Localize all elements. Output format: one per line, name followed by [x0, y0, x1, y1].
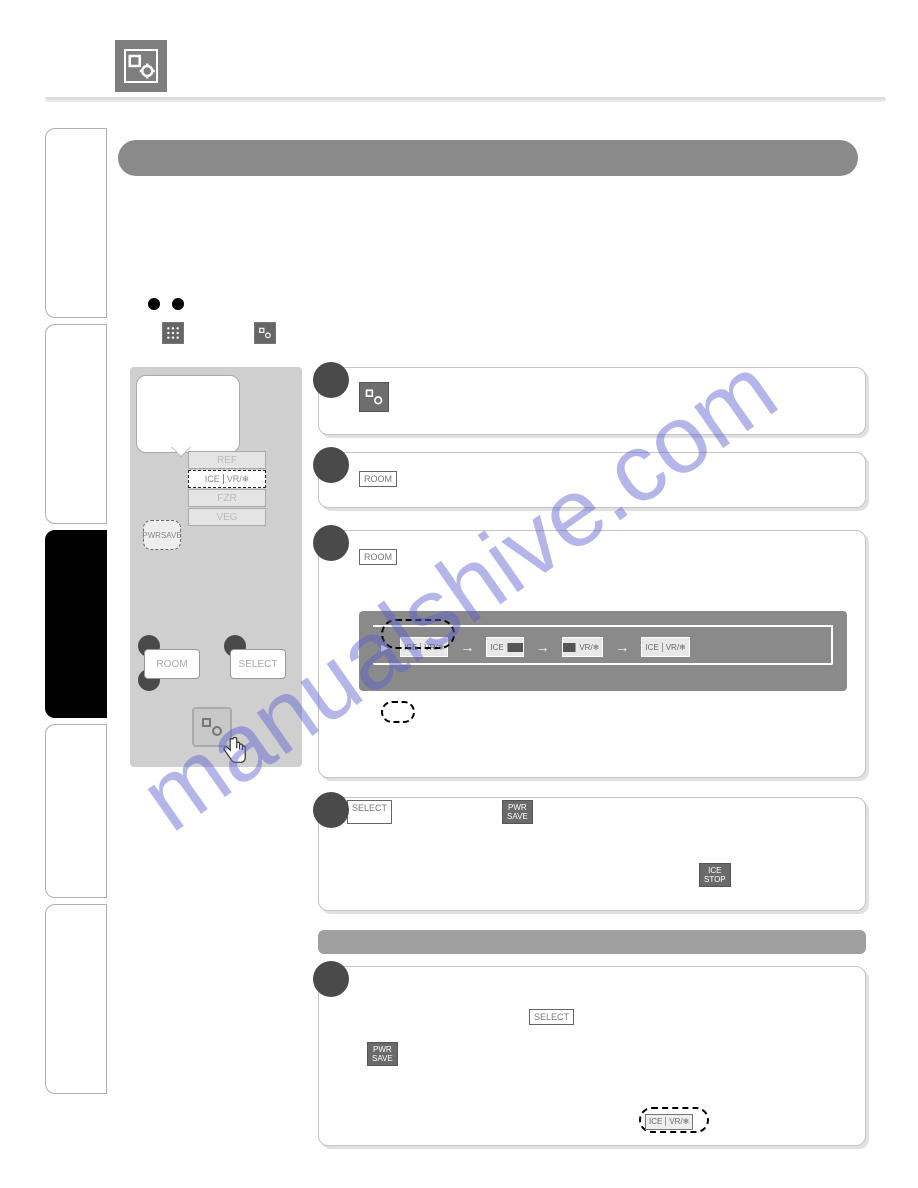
pwr-save-label: PWRSAVE	[502, 800, 533, 824]
settings-icon	[254, 322, 276, 344]
display-row-ice-vr: ICEVR/❄	[188, 470, 266, 488]
pwr-save-label: PWRSAVE	[367, 1042, 398, 1066]
room-label: ROOM	[359, 471, 397, 487]
section-title-bar	[118, 140, 858, 176]
flow-chip: ICEVR/❄	[641, 637, 689, 657]
step-number-dot	[313, 525, 349, 561]
step-number-dot	[313, 447, 349, 483]
side-tabs	[45, 128, 107, 1100]
select-button[interactable]: SELECT	[230, 649, 286, 679]
subsection-title-bar	[318, 930, 866, 954]
step-card-5: SELECT PWRSAVE ICEVR/❄	[318, 966, 866, 1146]
save-text: SAVE	[161, 531, 182, 540]
step-card-3: ROOM ▸ ICEVR/❄ → ICE → VR/❄ → ICEVR/❄	[318, 530, 866, 778]
side-tab-active	[45, 530, 107, 718]
room-label: ROOM	[359, 549, 397, 565]
step-card-4: SELECT PWRSAVE ICESTOP	[318, 797, 866, 911]
display-stack: REF ICEVR/❄ FZR VEG	[188, 451, 266, 527]
flow-chip: ICE	[486, 637, 523, 657]
bullet-icon	[148, 298, 160, 310]
step-card-2: ROOM	[318, 452, 866, 508]
side-tab	[45, 724, 107, 898]
ice-vr-chip: ICEVR/❄	[645, 1111, 693, 1130]
display-row-ref: REF	[188, 451, 266, 469]
speech-bubble	[136, 375, 240, 453]
flow-chip: VR/❄	[562, 637, 604, 657]
gear-icon	[124, 49, 158, 83]
room-button[interactable]: ROOM	[144, 649, 200, 679]
ice-stop-label: ICESTOP	[699, 863, 731, 887]
display-row-veg: VEG	[188, 508, 266, 526]
dashed-oval-highlight	[381, 701, 415, 723]
grid-icon	[162, 322, 184, 344]
arrow-icon: →	[460, 639, 474, 655]
dashed-oval-highlight	[381, 619, 455, 649]
header-divider	[45, 97, 886, 102]
step-number-dot	[313, 792, 349, 828]
hand-pointer-icon	[218, 735, 248, 774]
pwr-text: PWR	[142, 531, 161, 540]
select-label: SELECT	[347, 800, 392, 824]
header-settings-tile	[115, 40, 167, 92]
step-card-1	[318, 367, 866, 435]
step-number-dot	[313, 362, 349, 398]
select-label: SELECT	[529, 1009, 574, 1025]
side-tab	[45, 324, 107, 524]
control-panel-mock: REF ICEVR/❄ FZR VEG PWRSAVE ROOM SELECT	[130, 367, 302, 767]
arrow-icon: →	[536, 639, 550, 655]
pwr-save-flashing: PWRSAVE	[136, 513, 188, 557]
settings-icon	[359, 382, 389, 412]
step-number-dot	[313, 961, 349, 997]
display-row-fzr: FZR	[188, 489, 266, 507]
bullet-icon	[172, 298, 184, 310]
arrow-icon: →	[615, 639, 629, 655]
side-tab	[45, 128, 107, 318]
side-tab	[45, 904, 107, 1094]
